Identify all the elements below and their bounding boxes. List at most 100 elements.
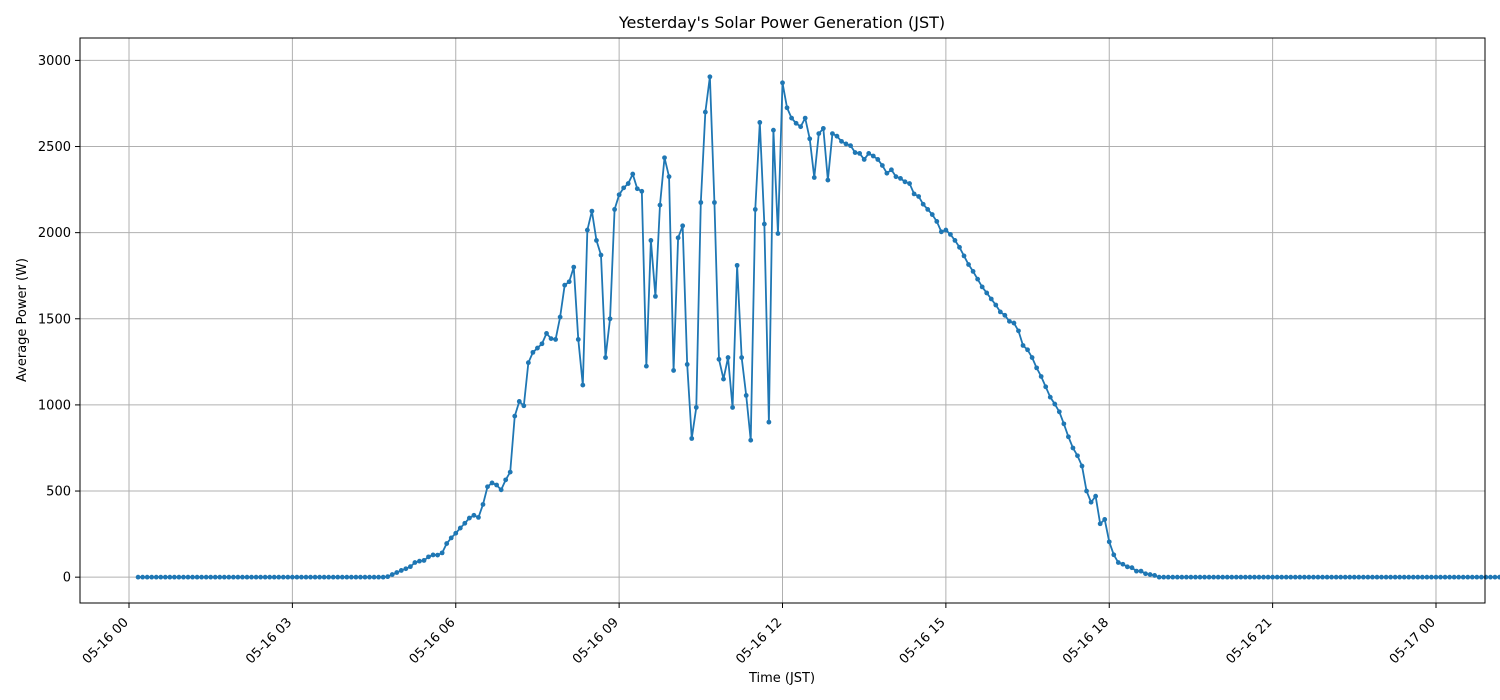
data-point <box>707 74 713 80</box>
data-point <box>1147 572 1153 577</box>
data-point <box>135 574 141 580</box>
data-point <box>643 363 649 369</box>
data-point <box>1351 574 1357 580</box>
data-point <box>716 356 722 362</box>
data-point <box>1183 574 1189 580</box>
data-point <box>494 482 499 488</box>
data-point <box>1460 574 1466 580</box>
data-point <box>190 574 195 580</box>
data-point <box>843 141 849 147</box>
data-point <box>367 574 372 580</box>
data-point <box>1488 574 1493 580</box>
data-point <box>299 574 304 580</box>
data-point <box>1215 574 1221 580</box>
data-point <box>1406 574 1412 580</box>
y-tick-label: 2500 <box>38 140 71 155</box>
data-point <box>289 574 295 580</box>
data-point <box>1424 574 1430 580</box>
data-point <box>898 175 903 181</box>
data-point <box>344 574 350 580</box>
data-point <box>181 574 186 580</box>
data-point <box>512 413 518 419</box>
data-point <box>771 127 776 133</box>
data-point <box>1016 328 1021 334</box>
data-point <box>1007 318 1012 324</box>
data-point <box>1170 574 1176 580</box>
data-point <box>417 558 422 564</box>
data-point <box>1097 521 1103 527</box>
data-point <box>199 574 205 580</box>
data-point <box>1311 574 1316 580</box>
data-point <box>1297 574 1303 580</box>
data-point <box>1478 574 1484 580</box>
data-point <box>144 574 150 580</box>
data-point <box>1242 574 1248 580</box>
data-point <box>630 171 636 177</box>
data-point <box>208 574 214 580</box>
data-point <box>870 153 876 159</box>
data-point <box>589 208 595 214</box>
data-point <box>1415 574 1421 580</box>
data-point <box>476 514 481 520</box>
data-point <box>235 574 241 580</box>
data-point <box>952 238 958 243</box>
data-point <box>412 560 418 565</box>
data-point <box>448 535 454 541</box>
data-point <box>1025 347 1030 353</box>
data-point <box>875 157 881 162</box>
data-point <box>1084 488 1089 494</box>
data-point <box>226 574 232 580</box>
data-point <box>1197 574 1203 580</box>
data-point <box>721 376 726 382</box>
data-point <box>1356 574 1362 580</box>
data-point <box>421 558 427 563</box>
data-point <box>920 201 926 207</box>
data-point <box>1233 574 1239 580</box>
y-tick-label: 3000 <box>38 54 71 69</box>
data-point <box>1179 574 1185 580</box>
x-axis-title: Time (JST) <box>748 671 815 686</box>
data-point <box>1456 574 1462 580</box>
data-point <box>761 221 767 227</box>
data-point <box>648 238 654 243</box>
data-point <box>757 120 763 125</box>
data-point <box>158 574 164 580</box>
data-point <box>430 552 436 558</box>
data-point <box>444 541 450 546</box>
data-point <box>743 393 749 398</box>
data-point <box>435 552 440 558</box>
data-point <box>1038 374 1044 379</box>
data-point <box>975 276 981 282</box>
data-point <box>1265 574 1271 580</box>
data-point <box>1447 574 1452 580</box>
data-point <box>653 293 658 299</box>
data-point <box>938 229 944 235</box>
data-point <box>662 155 667 161</box>
data-point <box>893 174 899 180</box>
data-point <box>1429 574 1434 580</box>
data-point <box>1270 574 1276 580</box>
data-point <box>929 212 935 217</box>
data-point <box>212 574 218 580</box>
data-point <box>925 206 931 212</box>
data-point <box>1252 574 1257 580</box>
data-point <box>1388 574 1394 580</box>
data-point <box>784 105 790 111</box>
data-point <box>775 231 781 236</box>
data-point <box>1360 574 1366 580</box>
data-point <box>789 115 794 121</box>
data-point <box>675 235 681 241</box>
data-point <box>1165 574 1171 580</box>
data-point <box>1193 574 1198 580</box>
data-point <box>462 520 468 526</box>
data-point <box>1374 574 1380 580</box>
data-point <box>1106 539 1112 545</box>
data-point <box>725 355 731 360</box>
data-point <box>171 574 177 580</box>
data-point <box>852 150 858 155</box>
data-point <box>997 309 1003 315</box>
y-tick-label: 1500 <box>38 312 71 327</box>
data-point <box>1338 574 1344 580</box>
